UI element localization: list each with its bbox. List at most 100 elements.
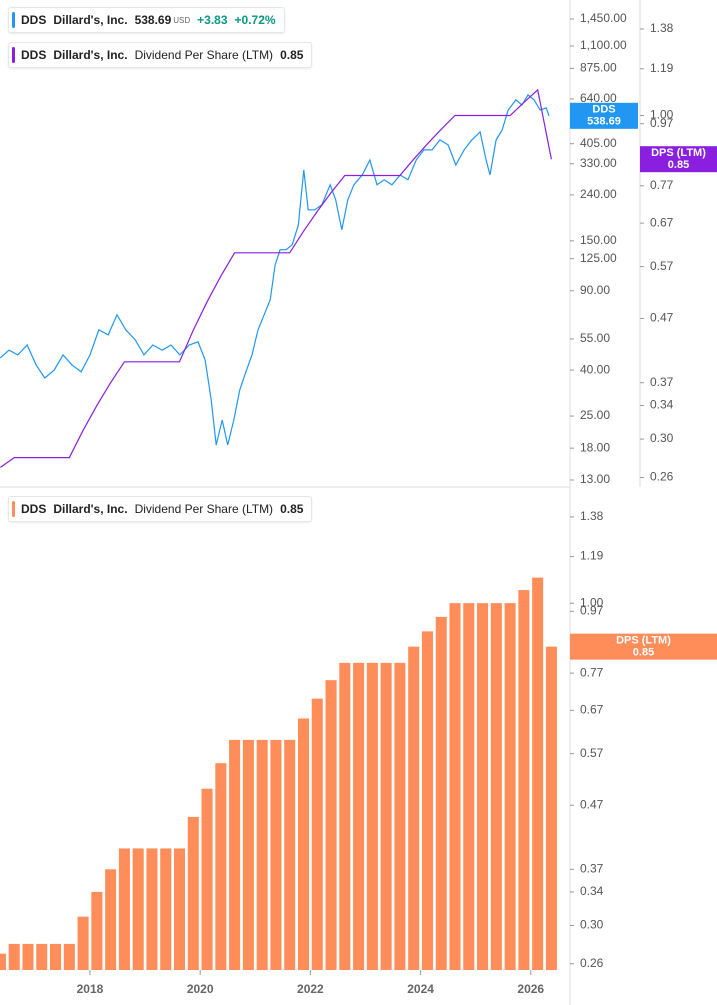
bar [421, 631, 433, 970]
series-line [0, 88, 552, 468]
bar [256, 739, 268, 970]
y-tick-label: 0.77 [650, 178, 674, 192]
bar [490, 603, 502, 970]
bar [174, 848, 186, 970]
bar [504, 603, 516, 970]
y-tick-label: 0.26 [650, 470, 674, 484]
x-tick-label: 2024 [407, 982, 434, 996]
legend-company: Dillard's, Inc. [53, 48, 128, 62]
legend-ticker: DDS [21, 13, 47, 27]
badge-value: 0.85 [668, 159, 689, 171]
bar [50, 943, 62, 970]
y-tick-label: 0.37 [580, 861, 604, 875]
price-legend: DDS Dillard's, Inc. 538.69 USD +3.83 +0.… [8, 7, 285, 33]
y-tick-label: 0.77 [580, 665, 604, 679]
y-tick-label: 13.00 [580, 472, 610, 486]
badge-name: DPS (LTM) [651, 147, 706, 159]
bar [146, 848, 158, 970]
bar [545, 646, 557, 970]
legend-company: Dillard's, Inc. [53, 13, 128, 27]
bar [132, 848, 144, 970]
legend-company: Dillard's, Inc. [53, 502, 128, 516]
bar-legend: DDS Dillard's, Inc. Dividend Per Share (… [8, 496, 313, 522]
bar [394, 662, 406, 970]
legend-price: 538.69 [134, 13, 172, 27]
bar [297, 718, 309, 970]
last-value-badge [570, 102, 638, 129]
bar [449, 603, 461, 970]
y-tick-label: 1.19 [650, 61, 674, 75]
bar [532, 577, 544, 970]
y-tick-label: 240.00 [580, 187, 617, 201]
x-tick-label: 2020 [187, 982, 214, 996]
bar [187, 816, 199, 970]
badge-name: DPS (LTM) [616, 635, 671, 647]
x-tick-label: 2022 [297, 982, 324, 996]
y-tick-label: 55.00 [580, 331, 610, 345]
dps-legend: DDS Dillard's, Inc. Dividend Per Share (… [8, 42, 313, 68]
bar [463, 603, 475, 970]
y-tick-label: 1.38 [580, 509, 604, 523]
bar [435, 616, 447, 970]
y-tick-label: 0.47 [580, 797, 604, 811]
bar [242, 739, 254, 970]
y-tick-label: 0.57 [650, 259, 674, 273]
badge-value: 538.69 [587, 116, 621, 128]
badge-name: DDS [592, 104, 615, 116]
bar [22, 943, 34, 970]
bar [339, 662, 351, 970]
bar [215, 763, 227, 970]
y-tick-label: 40.00 [580, 362, 610, 376]
y-tick-label: 18.00 [580, 440, 610, 454]
y-tick-label: 0.37 [650, 375, 674, 389]
y-tick-label: 1.00 [580, 595, 604, 609]
legend-change-pct: +0.72% [234, 13, 276, 27]
y-tick-label: 1.00 [650, 108, 674, 122]
y-tick-label: 150.00 [580, 233, 617, 247]
y-tick-label: 0.34 [650, 398, 674, 412]
bar [0, 953, 6, 970]
bar [270, 739, 282, 970]
x-tick-label: 2026 [517, 982, 544, 996]
bar [311, 698, 323, 970]
y-tick-label: 330.00 [580, 156, 617, 170]
legend-value: 0.85 [280, 502, 304, 516]
y-tick-label: 90.00 [580, 283, 610, 297]
badge-value: 0.85 [633, 647, 654, 659]
y-tick-label: 125.00 [580, 251, 617, 265]
legend-metric: Dividend Per Share (LTM) [134, 48, 274, 62]
legend-metric: Dividend Per Share (LTM) [134, 502, 274, 516]
y-tick-label: 0.30 [580, 918, 604, 932]
legend-ticker: DDS [21, 48, 47, 62]
y-tick-label: 0.26 [580, 956, 604, 970]
legend-value: 0.85 [280, 48, 304, 62]
bar [229, 739, 241, 970]
series-line [0, 93, 550, 446]
legend-ticker: DDS [21, 502, 47, 516]
y-tick-label: 0.57 [580, 746, 604, 760]
y-tick-label: 0.67 [580, 703, 604, 717]
y-tick-label: 25.00 [580, 408, 610, 422]
last-value-badge [640, 146, 717, 173]
bar [325, 680, 337, 970]
y-tick-label: 640.00 [580, 91, 617, 105]
bar [8, 943, 20, 970]
y-tick-label: 405.00 [580, 136, 617, 150]
bar [380, 662, 392, 970]
bar [77, 916, 89, 970]
x-tick-label: 2018 [77, 982, 104, 996]
y-tick-label: 1.38 [650, 21, 674, 35]
bar [160, 848, 172, 970]
bar [63, 943, 75, 970]
last-value-badge [570, 633, 717, 660]
y-tick-label: 0.97 [650, 116, 674, 130]
y-tick-label: 0.30 [650, 431, 674, 445]
y-tick-label: 875.00 [580, 61, 617, 75]
legend-currency: USD [173, 15, 191, 25]
bar [284, 739, 296, 970]
bar [408, 646, 420, 970]
bar [366, 662, 378, 970]
bar [91, 891, 103, 970]
bar [477, 603, 489, 970]
